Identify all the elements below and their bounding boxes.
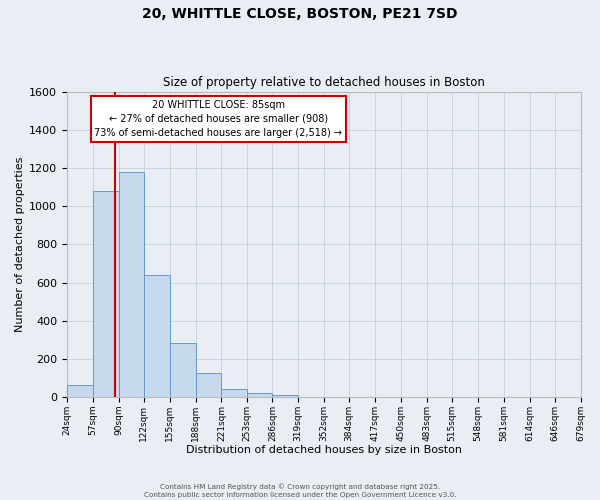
Text: 20 WHITTLE CLOSE: 85sqm
← 27% of detached houses are smaller (908)
73% of semi-d: 20 WHITTLE CLOSE: 85sqm ← 27% of detache… <box>94 100 343 138</box>
Y-axis label: Number of detached properties: Number of detached properties <box>15 156 25 332</box>
Bar <box>247 393 272 397</box>
Bar <box>272 395 298 397</box>
Bar <box>221 389 247 397</box>
Bar <box>170 342 196 397</box>
Bar <box>119 172 144 397</box>
Bar <box>196 373 221 397</box>
X-axis label: Distribution of detached houses by size in Boston: Distribution of detached houses by size … <box>186 445 462 455</box>
Title: Size of property relative to detached houses in Boston: Size of property relative to detached ho… <box>163 76 485 90</box>
Bar <box>144 275 170 397</box>
Bar <box>67 386 93 397</box>
Bar <box>93 191 119 397</box>
Text: Contains HM Land Registry data © Crown copyright and database right 2025.
Contai: Contains HM Land Registry data © Crown c… <box>144 484 456 498</box>
Text: 20, WHITTLE CLOSE, BOSTON, PE21 7SD: 20, WHITTLE CLOSE, BOSTON, PE21 7SD <box>142 8 458 22</box>
